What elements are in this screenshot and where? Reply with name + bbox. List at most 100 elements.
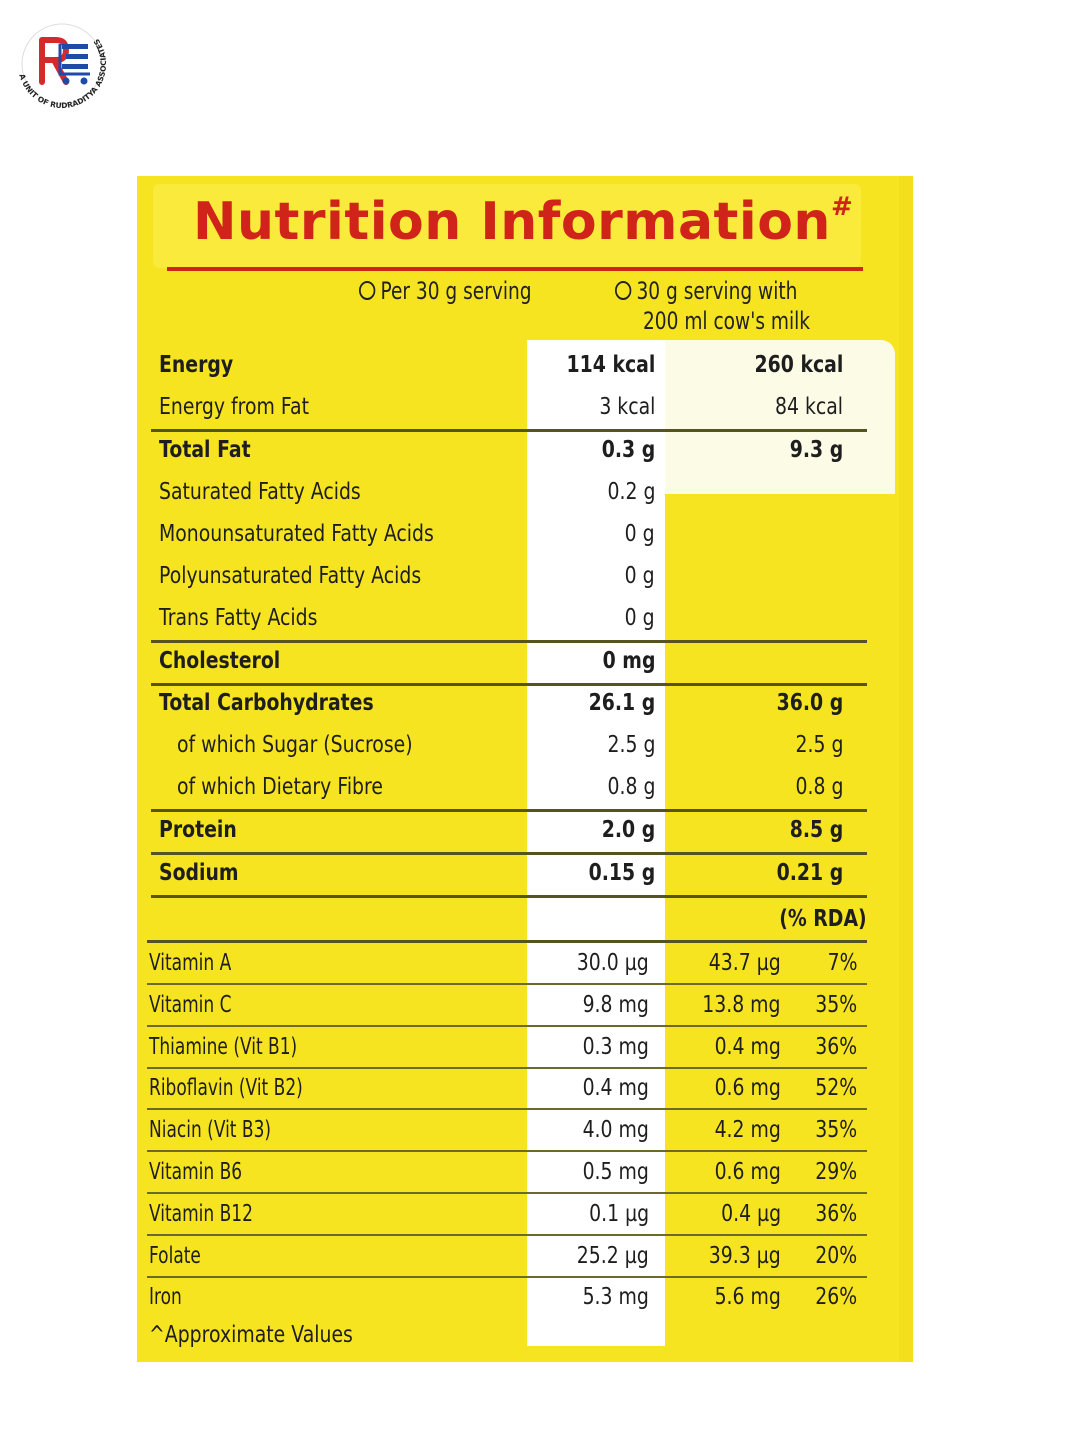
column-header-with-milk: 30 g serving with [615, 276, 797, 306]
table-row: Cholesterol 0 mg [137, 640, 913, 682]
circle-icon [615, 281, 632, 300]
value-with-milk: 2.5 g [795, 732, 843, 758]
table-row: of which Sugar (Sucrose) 2.5 g 2.5 g [137, 724, 913, 766]
value-per-serving: 3 kcal [598, 394, 655, 420]
value-per-serving: 0 mg [602, 648, 655, 674]
column-header-per-serving: Per 30 g serving [359, 276, 532, 306]
row-divider [147, 1024, 867, 1027]
vitamin-value-with-milk: 0.4 µg [721, 1200, 781, 1227]
table-row: Total Fat 0.3 g 9.3 g [137, 429, 913, 471]
vitamin-value-with-milk: 0.6 mg [714, 1075, 781, 1102]
nutrient-label: Energy from Fat [159, 394, 309, 420]
nutrient-label: Monounsaturated Fatty Acids [159, 521, 434, 547]
vitamin-value-per-serving: 30.0 µg [577, 950, 649, 976]
vitamin-label: Niacin (Vit B3) [149, 1117, 272, 1144]
vitamin-rda-percent: 29% [815, 1159, 857, 1185]
nutrient-label: Energy [159, 352, 234, 378]
vitamin-value-per-serving: 0.1 µg [589, 1200, 649, 1227]
vitamin-value-with-milk: 4.2 mg [714, 1117, 781, 1144]
row-divider [151, 895, 867, 898]
title-underline [167, 267, 863, 271]
vitamin-value-with-milk: 13.8 mg [702, 991, 781, 1018]
table-row: of which Dietary Fibre 0.8 g 0.8 g [137, 766, 913, 808]
row-divider [151, 809, 867, 812]
vitamin-value-with-milk: 39.3 µg [709, 1242, 781, 1269]
nutrient-label: Trans Fatty Acids [159, 605, 318, 631]
vitamin-rda-percent: 20% [815, 1242, 857, 1269]
vitamin-label: Riboflavin (Vit B2) [149, 1075, 303, 1102]
nutrient-label: Sodium [159, 860, 239, 886]
nutrient-label: of which Sugar (Sucrose) [177, 732, 413, 758]
row-divider [147, 940, 867, 943]
vitamin-label: Vitamin C [149, 991, 232, 1018]
value-with-milk: 8.5 g [789, 817, 843, 843]
vitamin-row: Vitamin B12 0.1 µg 0.4 µg 36% [137, 1193, 913, 1235]
row-divider [151, 852, 867, 855]
value-per-serving: 0.15 g [588, 860, 655, 886]
row-divider [151, 640, 867, 643]
nutrient-label: Cholesterol [159, 648, 281, 674]
value-per-serving: 26.1 g [588, 690, 655, 716]
nutrient-label: Total Fat [159, 437, 251, 463]
company-logo: A UNIT OF RUDRADITYA ASSOCIATES [12, 14, 112, 114]
vitamin-value-with-milk: 0.4 mg [714, 1033, 781, 1060]
value-per-serving: 0 g [625, 521, 655, 547]
row-divider [147, 1066, 867, 1069]
vitamin-label: Iron [149, 1284, 182, 1311]
nutrient-label: of which Dietary Fibre [177, 774, 383, 800]
vitamin-value-per-serving: 0.3 mg [582, 1033, 649, 1060]
value-per-serving: 0.8 g [607, 774, 655, 800]
vitamin-value-with-milk: 43.7 µg [709, 950, 781, 976]
rda-header: (% RDA) [779, 906, 867, 932]
vitamin-label: Folate [149, 1242, 201, 1269]
circle-icon [359, 281, 376, 300]
vitamin-rda-percent: 36% [815, 1033, 857, 1060]
vitamin-label: Vitamin A [149, 950, 232, 976]
value-per-serving: 0.3 g [601, 437, 655, 463]
footnote: ^Approximate Values [149, 1322, 353, 1348]
table-row: Monounsaturated Fatty Acids 0 g [137, 513, 913, 555]
row-divider [147, 1233, 867, 1236]
rda-header-row: (% RDA) [137, 898, 913, 940]
vitamin-row: Folate 25.2 µg 39.3 µg 20% [137, 1235, 913, 1277]
vitamin-label: Vitamin B12 [149, 1200, 253, 1227]
value-per-serving: 114 kcal [566, 352, 655, 378]
nutrient-label: Polyunsaturated Fatty Acids [159, 563, 422, 589]
value-with-milk: 0.8 g [795, 774, 843, 800]
value-per-serving: 0 g [625, 605, 655, 631]
vitamin-value-with-milk: 5.6 mg [714, 1284, 781, 1311]
table-row: Trans Fatty Acids 0 g [137, 597, 913, 639]
vitamin-rda-percent: 26% [815, 1284, 857, 1311]
vitamin-row: Vitamin B6 0.5 mg 0.6 mg 29% [137, 1151, 913, 1193]
vitamin-value-per-serving: 0.5 mg [582, 1159, 649, 1185]
with-milk-column-background [665, 340, 895, 494]
value-with-milk: 0.21 g [776, 860, 843, 886]
vitamin-value-per-serving: 4.0 mg [582, 1117, 649, 1144]
vitamin-value-per-serving: 0.4 mg [582, 1075, 649, 1102]
vitamin-value-with-milk: 0.6 mg [714, 1159, 781, 1185]
row-divider [151, 683, 867, 686]
row-divider [151, 429, 867, 432]
column-header-with-milk-line2: 200 ml cow's milk [643, 307, 811, 335]
row-divider [147, 1150, 867, 1153]
vitamin-row: Iron 5.3 mg 5.6 mg 26% [137, 1276, 913, 1318]
per-serving-column-background [527, 340, 665, 1346]
row-divider [147, 1275, 867, 1278]
title-mark: # [830, 191, 854, 222]
table-row: Total Carbohydrates 26.1 g 36.0 g [137, 682, 913, 724]
vitamin-rda-percent: 52% [815, 1075, 857, 1102]
value-per-serving: 2.0 g [601, 817, 655, 843]
row-divider [147, 1192, 867, 1194]
value-per-serving: 2.5 g [607, 732, 655, 758]
title-background [153, 184, 861, 268]
vitamin-row: Riboflavin (Vit B2) 0.4 mg 0.6 mg 52% [137, 1067, 913, 1109]
nutrition-panel: Nutrition Information# Per 30 g serving … [137, 176, 913, 1362]
panel-title: Nutrition Information# [193, 191, 854, 252]
row-divider [147, 1108, 867, 1111]
vitamin-value-per-serving: 25.2 µg [577, 1242, 649, 1269]
vitamin-value-per-serving: 9.8 mg [582, 991, 649, 1018]
table-row: Energy from Fat 3 kcal 84 kcal [137, 386, 913, 428]
vitamin-rda-percent: 35% [815, 991, 857, 1018]
vitamin-label: Thiamine (Vit B1) [149, 1033, 298, 1060]
value-per-serving: 0 g [625, 563, 655, 589]
